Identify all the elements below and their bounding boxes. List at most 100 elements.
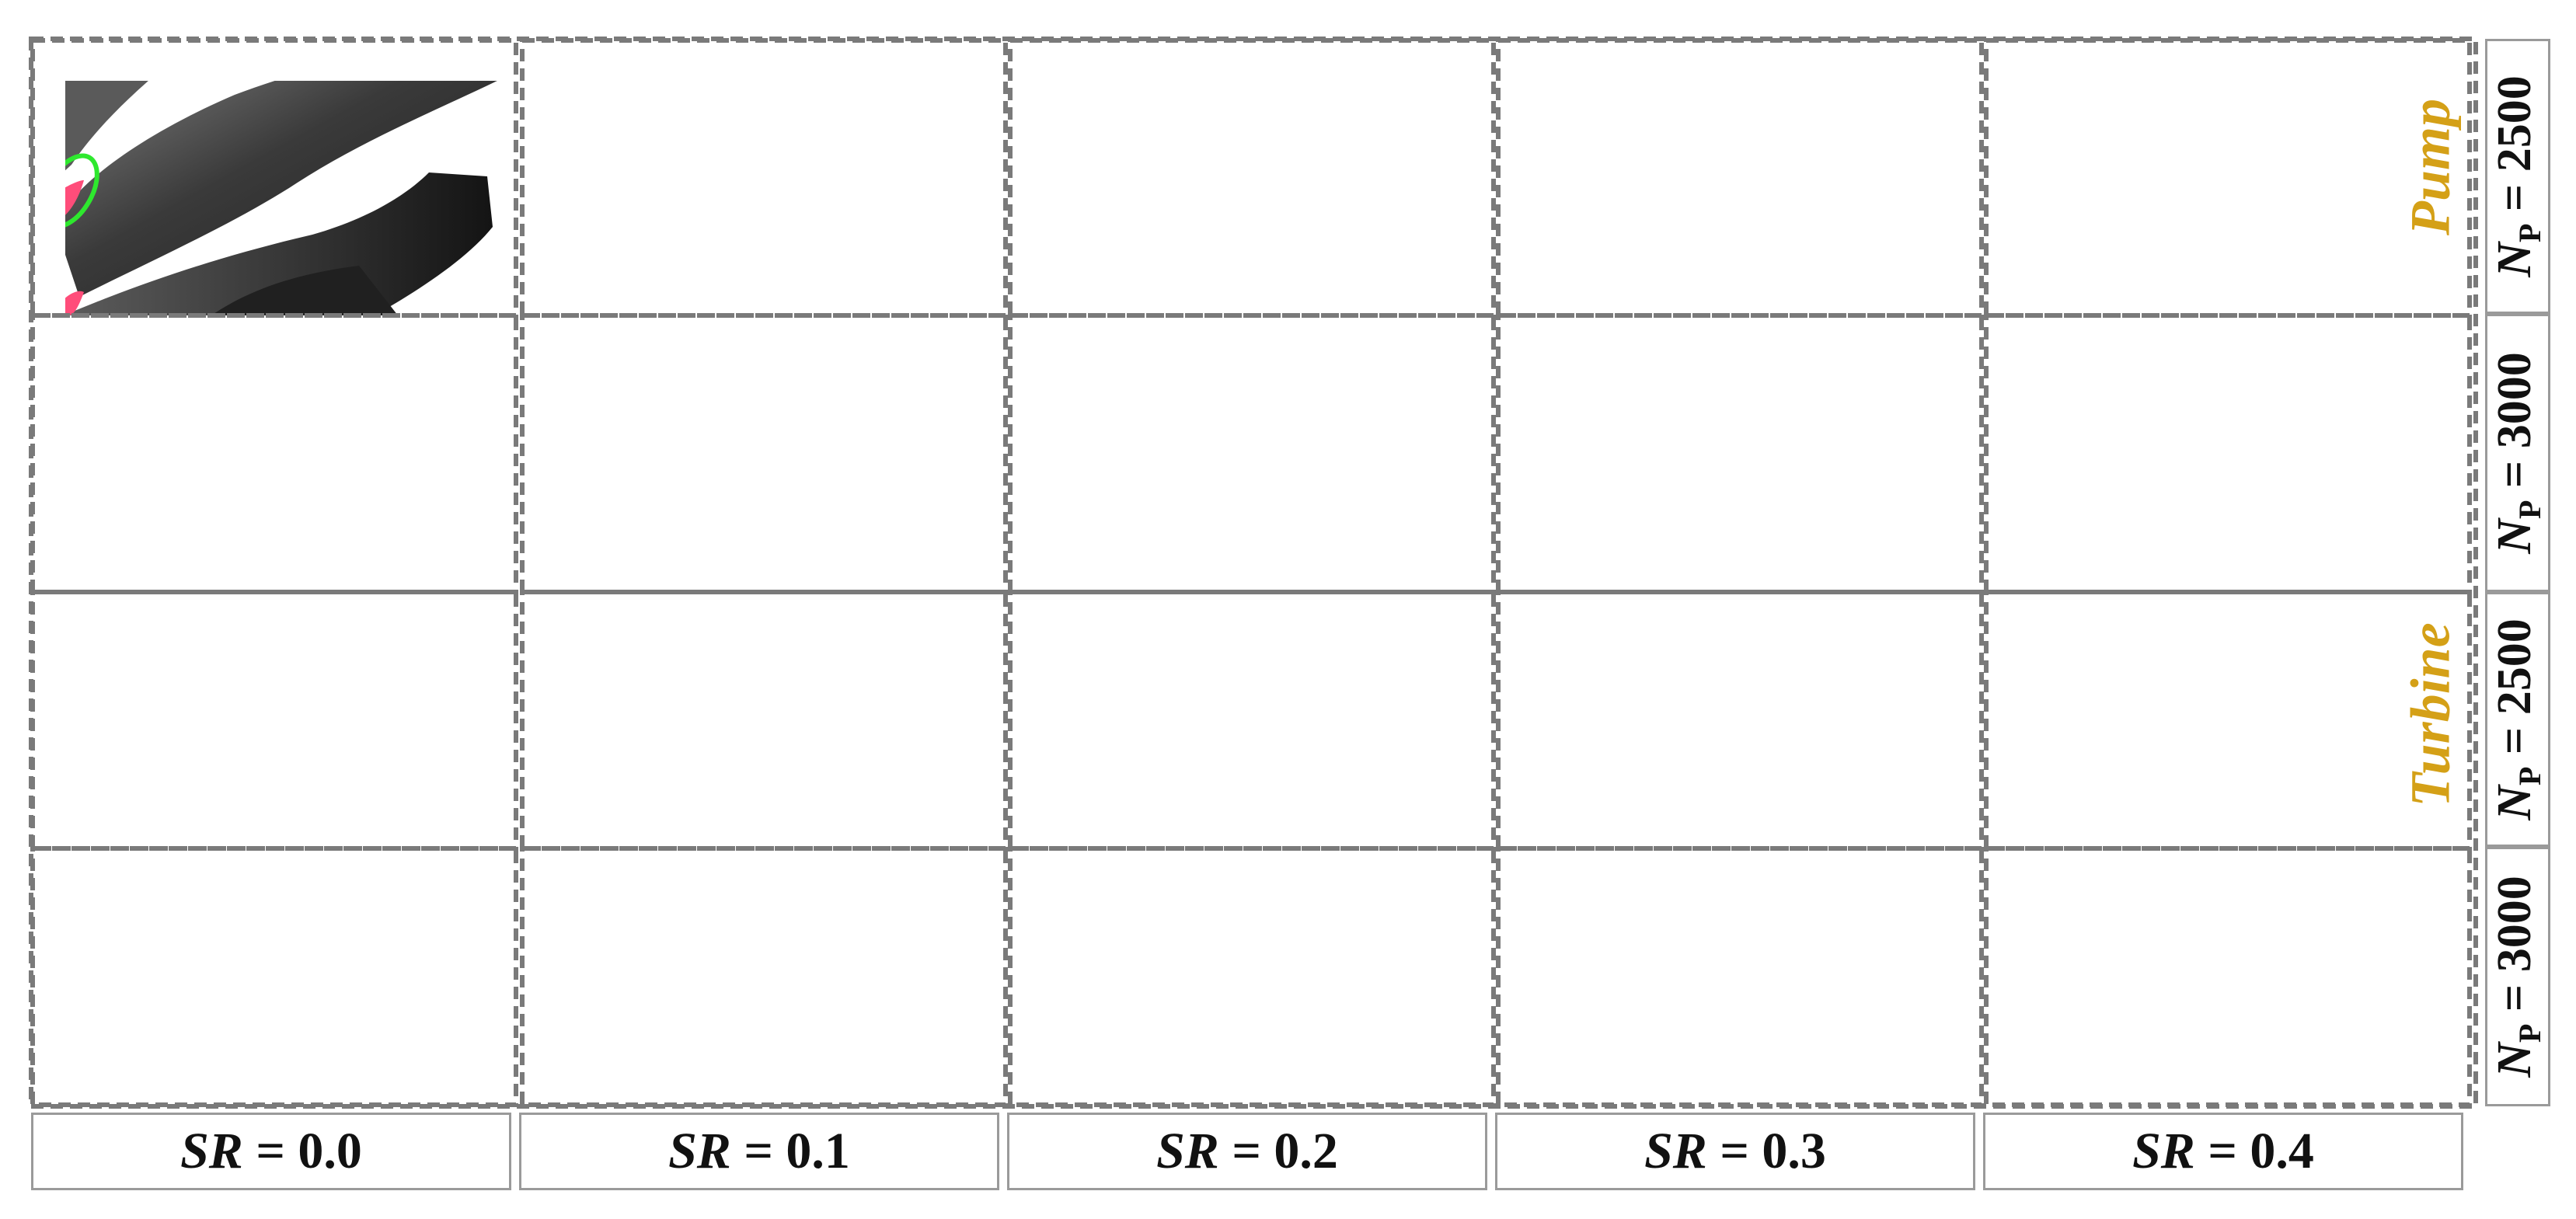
turbine-blade-bright [1731, 701, 1940, 848]
pump-blade-main [2010, 323, 2460, 572]
turbine-blade-top [33, 848, 507, 982]
pump-cavity-lower [1522, 567, 1548, 590]
panel-r3-c5 [1980, 592, 2470, 848]
panel-r3-c3 [1004, 592, 1494, 848]
panel-frame [1984, 846, 2472, 1107]
turbine-blade-main [1986, 895, 2445, 1105]
turbine-blade-main [1010, 895, 1469, 1105]
row-label-box: NP = 2500 [2485, 592, 2550, 847]
pump-cavity [65, 180, 84, 215]
highlight-ring [1009, 147, 1086, 236]
panel-frame [1496, 313, 1984, 594]
pump-cavity [1027, 183, 1051, 223]
highlight-ring [1497, 422, 1574, 511]
turbine-blade-bright [755, 957, 964, 1105]
column-label-value: = 0.3 [1706, 1123, 1826, 1179]
turbine-blade-top [1498, 848, 1972, 982]
row-label-symbol: N [2487, 1043, 2541, 1078]
pump-blade-lower [64, 448, 493, 590]
row-label-subscript: P [2512, 500, 2548, 519]
turbine-blade-middle [118, 926, 444, 1051]
pump-cavity-lower [1034, 294, 1057, 315]
pump-label: Pump [2399, 98, 2462, 236]
pump-cavity-lower [546, 292, 572, 315]
turbine-blade-bright [266, 957, 474, 1105]
highlight-ring [1009, 422, 1086, 511]
highlight-ring [1004, 593, 1103, 712]
highlight-ring [521, 422, 598, 511]
pump-blade-main [1034, 323, 1484, 572]
highlight-ring [1492, 849, 1591, 969]
pump-blade-main [65, 81, 497, 297]
pump-blade-main [546, 323, 996, 572]
turbine-blade-middle [1096, 670, 1422, 795]
pump-blade-main [1522, 48, 1972, 297]
panel-r4-c5 [1980, 848, 2470, 1105]
turbine-blade-main [1986, 639, 2445, 848]
row-label-symbol: N [2487, 785, 2541, 820]
highlight-ring [1004, 849, 1103, 969]
column-label-symbol: SR [180, 1123, 243, 1179]
highlight-ring [65, 153, 99, 229]
panel-r2-c3 [1009, 315, 1494, 590]
row-label-value: = 2500 [2487, 618, 2541, 767]
row-label-box: NP = 3000 [2485, 314, 2550, 592]
highlight-ring [516, 593, 615, 712]
column-label: SR = 0.3 [1495, 1113, 1975, 1190]
column-label-symbol: SR [1156, 1123, 1219, 1179]
turbine-blade-top [522, 848, 996, 982]
row-label-box: NP = 2500 [2485, 39, 2550, 314]
pump-blade-main [56, 323, 507, 572]
pump-cavity [536, 455, 573, 497]
pump-blade-left [1498, 40, 1661, 200]
turbine-blade-main [1010, 639, 1469, 848]
row-label-subscript: P [2512, 223, 2548, 242]
column-label-symbol: SR [2132, 1123, 2195, 1179]
pump-blade-left [1986, 40, 2149, 200]
pump-blade-lower [1041, 172, 1470, 315]
pump-blade-left [1498, 315, 1661, 475]
pump-blade-main [1522, 323, 1972, 572]
turbine-cavity [42, 867, 90, 945]
pump-cavity-lower [546, 563, 578, 590]
turbine-cavity [1020, 867, 1067, 944]
pump-cavity-lower [56, 562, 90, 590]
column-label: SR = 0.4 [1983, 1113, 2463, 1190]
panel-frame [30, 590, 518, 851]
turbine-blade-top [1986, 592, 2460, 726]
panel-r4-c4 [1492, 848, 1982, 1105]
turbine-blade-bright [2219, 701, 2428, 848]
turbine-blade-main [1498, 895, 1957, 1105]
highlight-ring [26, 593, 125, 712]
turbine-blade-main [1498, 639, 1957, 848]
pump-blade-left [522, 315, 685, 475]
pump-cavity-lower [65, 291, 84, 315]
panel-r1-c3 [1009, 40, 1494, 315]
highlight-ring [1497, 147, 1574, 236]
turbine-label: Turbine [2399, 622, 2462, 807]
highlight-ring [516, 849, 615, 969]
row-label-value: = 2500 [2487, 75, 2541, 224]
panel-r2-c5 [1985, 315, 2470, 590]
panel-r3-c4 [1492, 592, 1982, 848]
turbine-cavity [1020, 611, 1063, 684]
row-label: NP = 3000 [2487, 352, 2548, 554]
turbine-blade-main [33, 895, 491, 1105]
turbine-blade-top [1986, 848, 2460, 982]
column-label-value: = 0.4 [2194, 1123, 2314, 1179]
turbine-blade-middle [2072, 926, 2398, 1051]
highlight-ring [1492, 593, 1591, 712]
turbine-blade-bright [1731, 957, 1940, 1105]
turbine-blade-main [522, 895, 981, 1105]
panel-frame [520, 590, 1008, 851]
turbine-blade-middle [608, 926, 934, 1051]
turbine-blade-bright [1243, 957, 1452, 1105]
row-label: NP = 2500 [2487, 618, 2548, 820]
row-label: NP = 3000 [2487, 876, 2548, 1078]
pump-cavity-lower [1034, 564, 1065, 590]
pump-blade-main [1034, 48, 1484, 297]
turbine-blade-bright [1243, 701, 1452, 848]
row-label-subscript: P [2512, 1023, 2548, 1043]
highlight-ring [521, 147, 598, 236]
